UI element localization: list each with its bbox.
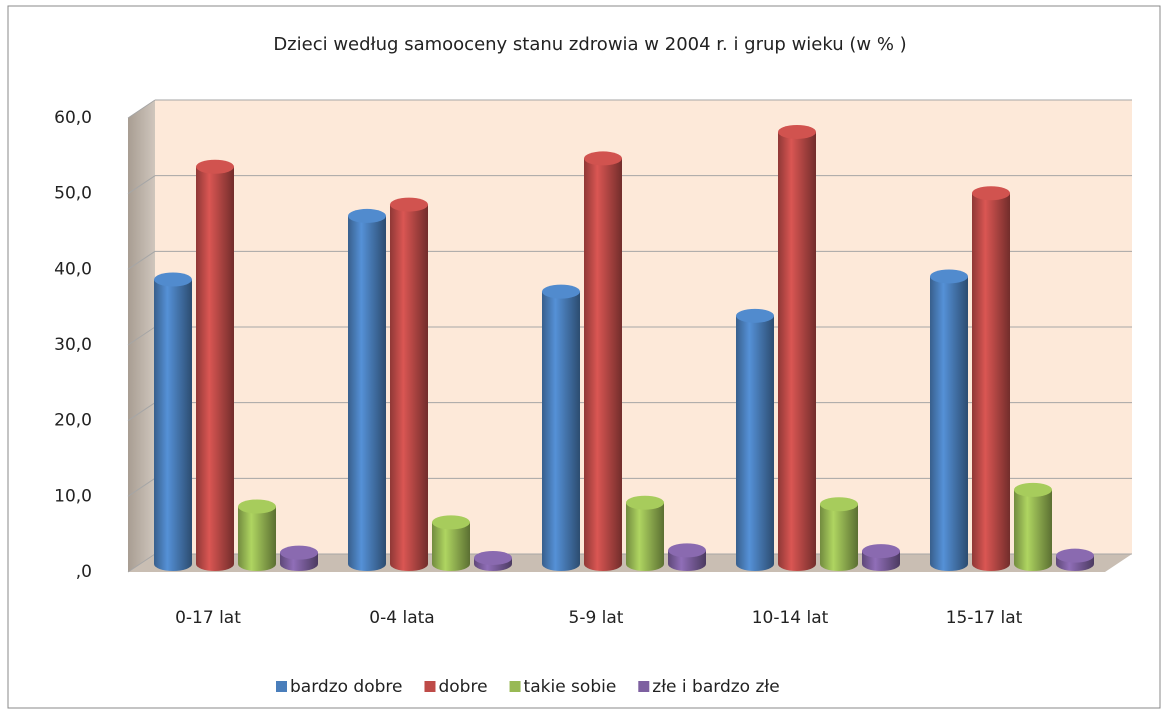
- bar: [584, 158, 622, 571]
- legend-swatch: [638, 681, 650, 692]
- bar: [778, 131, 816, 571]
- grid-line: [127, 402, 156, 422]
- bar-top: [972, 186, 1010, 201]
- x-tick-label: 10-14 lat: [752, 608, 829, 628]
- bar-top: [280, 545, 318, 560]
- x-tick-label: 5-9 lat: [569, 608, 624, 628]
- bar-top: [542, 284, 580, 299]
- bar-top: [348, 208, 386, 223]
- bar: [238, 506, 276, 571]
- legend-label: dobre: [438, 677, 487, 697]
- x-tick-label: 0-4 lata: [369, 608, 434, 628]
- bar-top: [196, 159, 234, 174]
- bar-top: [432, 515, 470, 530]
- bar-top: [930, 269, 968, 284]
- y-tick-label: 40,0: [54, 259, 92, 279]
- bar-top: [778, 124, 816, 139]
- bar: [348, 215, 386, 571]
- bar: [196, 166, 234, 571]
- bar-top: [1056, 548, 1094, 563]
- legend-swatch: [424, 681, 436, 692]
- bar: [626, 502, 664, 571]
- bar: [542, 291, 580, 571]
- bar-top: [390, 197, 428, 212]
- x-tick-label: 15-17 lat: [946, 608, 1023, 628]
- legend-swatch: [509, 681, 521, 692]
- legend-label: takie sobie: [524, 677, 617, 697]
- legend-label: złe i bardzo złe: [652, 677, 779, 697]
- bar: [972, 193, 1010, 571]
- bar: [432, 522, 470, 571]
- bar-top: [820, 497, 858, 512]
- legend-label: bardzo dobre: [290, 677, 402, 697]
- legend-swatch: [276, 681, 287, 692]
- y-tick-label: ,0: [76, 562, 92, 582]
- bar: [820, 504, 858, 571]
- chart-title: Dzieci według samooceny stanu zdrowia w …: [273, 34, 906, 55]
- y-tick-label: 50,0: [54, 184, 92, 204]
- bar-top: [668, 543, 706, 558]
- bar-top: [862, 544, 900, 559]
- bar-top: [474, 550, 512, 565]
- bar-top: [154, 272, 192, 287]
- bar-top: [736, 308, 774, 323]
- y-tick-label: 10,0: [54, 486, 92, 506]
- x-tick-label: 0-17 lat: [175, 608, 241, 628]
- y-tick-label: 30,0: [54, 335, 92, 355]
- bar-top: [238, 499, 276, 514]
- bar: [1014, 489, 1052, 571]
- grid-line: [127, 175, 156, 195]
- bar-top: [626, 495, 664, 510]
- y-tick-label: 20,0: [54, 411, 92, 431]
- bar-top: [584, 151, 622, 166]
- bar-top: [1014, 482, 1052, 497]
- bar: [736, 315, 774, 571]
- bar: [930, 276, 968, 571]
- bar: [390, 204, 428, 572]
- grid-line: [127, 553, 156, 573]
- bar: [154, 279, 192, 571]
- grid-line: [127, 477, 156, 497]
- grid-line: [127, 326, 156, 346]
- grid-line: [127, 99, 156, 119]
- y-tick-label: 60,0: [54, 108, 92, 128]
- grid-line: [127, 250, 156, 270]
